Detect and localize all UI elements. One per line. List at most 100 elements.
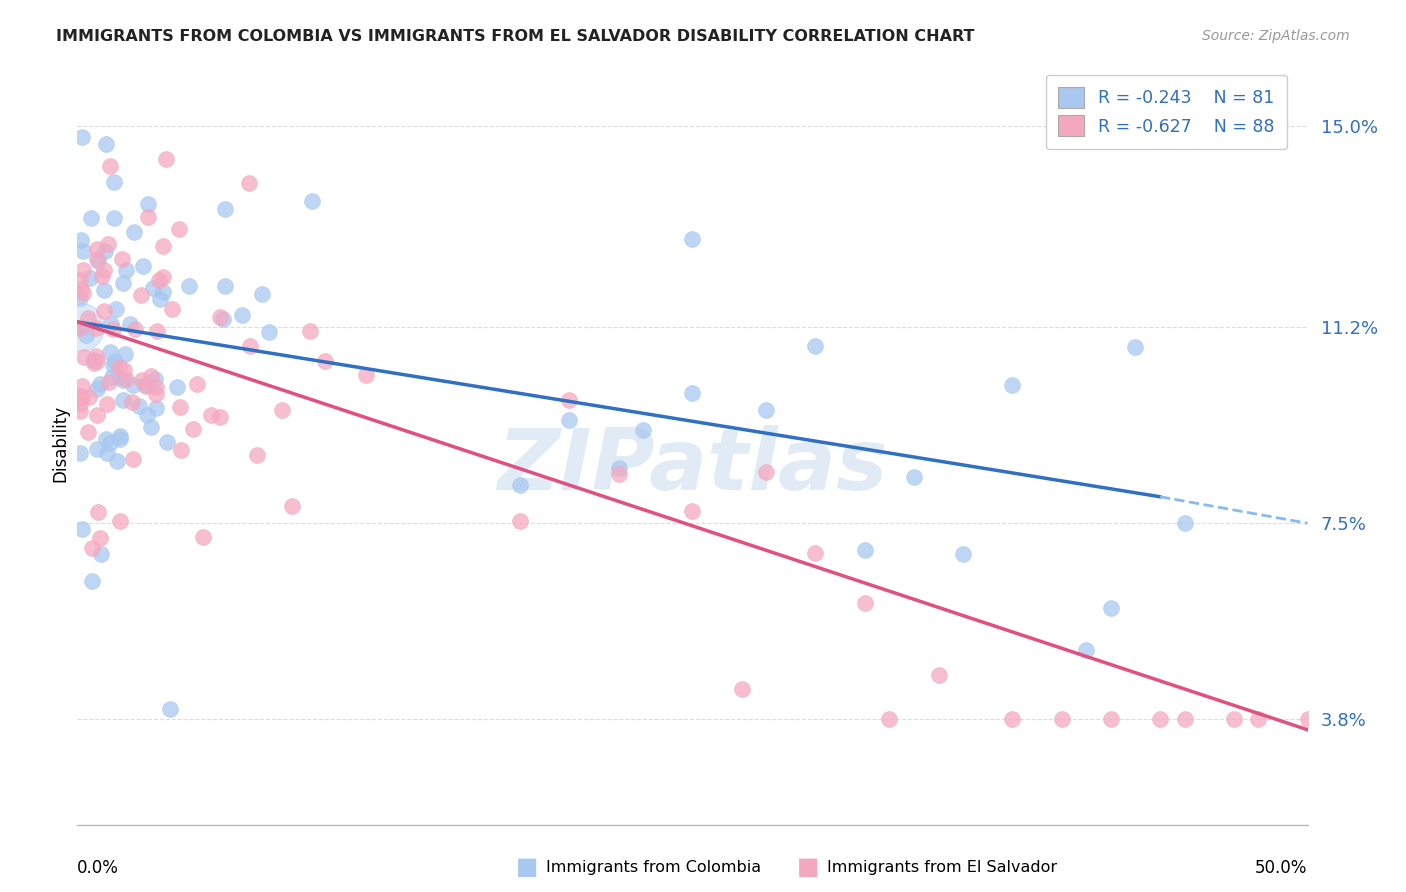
Point xyxy=(134,378,156,392)
Point xyxy=(105,453,128,467)
Point xyxy=(121,395,143,409)
Point xyxy=(146,324,169,338)
Point xyxy=(121,377,143,392)
Point xyxy=(108,515,131,529)
Point xyxy=(209,409,232,424)
Point xyxy=(903,470,925,484)
Point xyxy=(804,339,827,353)
Point xyxy=(111,392,134,407)
Point xyxy=(281,499,304,513)
Point xyxy=(682,232,704,246)
Point xyxy=(1149,712,1171,726)
Point xyxy=(73,351,96,365)
Point xyxy=(79,271,101,285)
Point xyxy=(853,596,876,610)
Point xyxy=(124,322,146,336)
Point xyxy=(93,283,115,297)
Point xyxy=(96,397,118,411)
Point xyxy=(509,478,531,492)
Point xyxy=(170,442,193,457)
Point xyxy=(208,310,231,324)
Point xyxy=(136,197,159,211)
Point xyxy=(356,368,378,382)
Point xyxy=(509,514,531,528)
Point xyxy=(169,400,191,414)
Point xyxy=(103,211,125,225)
Point xyxy=(1099,601,1122,615)
Text: ZIPatlas: ZIPatlas xyxy=(498,425,887,508)
Point xyxy=(70,319,93,334)
Point xyxy=(94,432,117,446)
Point xyxy=(1174,516,1197,530)
Point xyxy=(89,547,111,561)
Point xyxy=(879,712,901,726)
Point xyxy=(96,446,118,460)
Point xyxy=(231,308,253,322)
Text: 0.0%: 0.0% xyxy=(77,859,120,878)
Point xyxy=(682,386,704,401)
Point xyxy=(122,225,145,239)
Legend: R = -0.243    N = 81, R = -0.627    N = 88: R = -0.243 N = 81, R = -0.627 N = 88 xyxy=(1046,75,1286,149)
Point xyxy=(145,387,167,401)
Point xyxy=(69,321,91,335)
Point xyxy=(1174,712,1197,726)
Point xyxy=(70,379,93,393)
Text: ■: ■ xyxy=(516,855,538,879)
Text: IMMIGRANTS FROM COLOMBIA VS IMMIGRANTS FROM EL SALVADOR DISABILITY CORRELATION C: IMMIGRANTS FROM COLOMBIA VS IMMIGRANTS F… xyxy=(56,29,974,45)
Point xyxy=(160,301,183,316)
Point xyxy=(72,286,94,301)
Point xyxy=(853,543,876,558)
Point xyxy=(558,413,581,427)
Point xyxy=(952,547,974,561)
Point xyxy=(100,369,122,384)
Point xyxy=(181,422,204,436)
Point xyxy=(1076,642,1098,657)
Point xyxy=(76,425,98,439)
Point xyxy=(94,244,117,258)
Point xyxy=(108,370,131,384)
Point xyxy=(633,424,655,438)
Point xyxy=(246,448,269,462)
Point xyxy=(101,359,124,373)
Point xyxy=(755,466,778,480)
Point xyxy=(112,363,135,377)
Point xyxy=(82,353,104,368)
Point xyxy=(1099,712,1122,726)
Point xyxy=(212,312,235,326)
Point xyxy=(70,129,93,144)
Point xyxy=(70,522,93,536)
Point xyxy=(155,152,177,166)
Point xyxy=(93,304,115,318)
Point xyxy=(132,259,155,273)
Point xyxy=(84,349,107,363)
Text: Source: ZipAtlas.com: Source: ZipAtlas.com xyxy=(1202,29,1350,44)
Point xyxy=(69,445,91,459)
Point xyxy=(131,373,153,387)
Point xyxy=(108,360,131,375)
Point xyxy=(105,301,128,316)
Point xyxy=(250,286,273,301)
Point xyxy=(257,325,280,339)
Point xyxy=(87,505,110,519)
Point xyxy=(193,530,215,544)
Point xyxy=(804,546,827,560)
Point xyxy=(86,243,108,257)
Point xyxy=(86,382,108,396)
Point xyxy=(111,252,134,267)
Point xyxy=(179,279,201,293)
Point xyxy=(80,211,103,226)
Point xyxy=(112,276,135,290)
Point xyxy=(122,452,145,467)
Point xyxy=(86,409,108,423)
Point xyxy=(731,681,754,696)
Point xyxy=(558,393,581,408)
Point xyxy=(169,222,191,236)
Point xyxy=(928,668,950,682)
Point xyxy=(103,175,125,189)
Point xyxy=(156,435,179,450)
Point xyxy=(145,380,167,394)
Point xyxy=(90,269,112,284)
Point xyxy=(70,282,93,296)
Text: Immigrants from El Salvador: Immigrants from El Salvador xyxy=(827,860,1057,874)
Point xyxy=(1247,712,1270,726)
